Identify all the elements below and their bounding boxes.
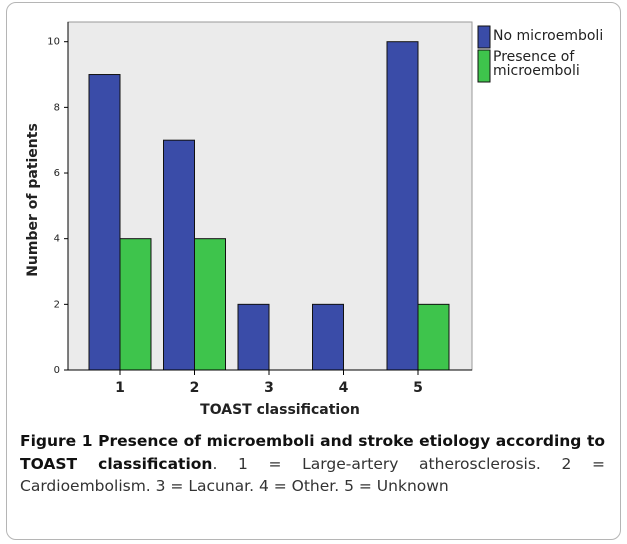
y-tick-label: 8	[54, 102, 60, 113]
bar	[119, 238, 152, 371]
legend-swatch	[477, 25, 491, 49]
caption-label: Figure 1	[20, 432, 93, 450]
x-tick-label: 1	[115, 380, 125, 396]
bar	[417, 303, 450, 371]
bar	[163, 139, 195, 371]
legend-label: No microemboli	[493, 28, 603, 44]
bar	[237, 303, 270, 371]
chart: TOAST classification Number of patients …	[25, 21, 603, 418]
caption-title: Presence of microemboli and stroke etiol…	[20, 432, 605, 473]
caption-text: . 1 = Large-artery atherosclerosis. 2 = …	[20, 454, 605, 496]
bar	[312, 303, 344, 371]
x-tick-label: 2	[190, 380, 200, 396]
y-axis-title: Number of patients	[25, 123, 41, 277]
y-tick-label: 2	[54, 299, 60, 310]
caption: Figure 1 Presence of microemboli and str…	[20, 430, 605, 498]
legend-swatch	[477, 49, 491, 83]
figure-frame	[6, 2, 621, 540]
x-tick-label: 3	[264, 380, 274, 396]
bar	[88, 74, 121, 371]
x-tick-label: 5	[413, 380, 423, 396]
y-tick-label: 10	[47, 37, 60, 48]
bar	[194, 238, 226, 371]
x-tick-label: 4	[339, 380, 349, 396]
y-tick-label: 6	[54, 168, 60, 179]
bar	[386, 41, 419, 371]
x-axis-title: TOAST classification	[200, 402, 360, 418]
y-tick-label: 4	[54, 234, 60, 245]
y-tick-label: 0	[54, 365, 60, 376]
legend-label: Presence of microemboli	[493, 49, 580, 79]
